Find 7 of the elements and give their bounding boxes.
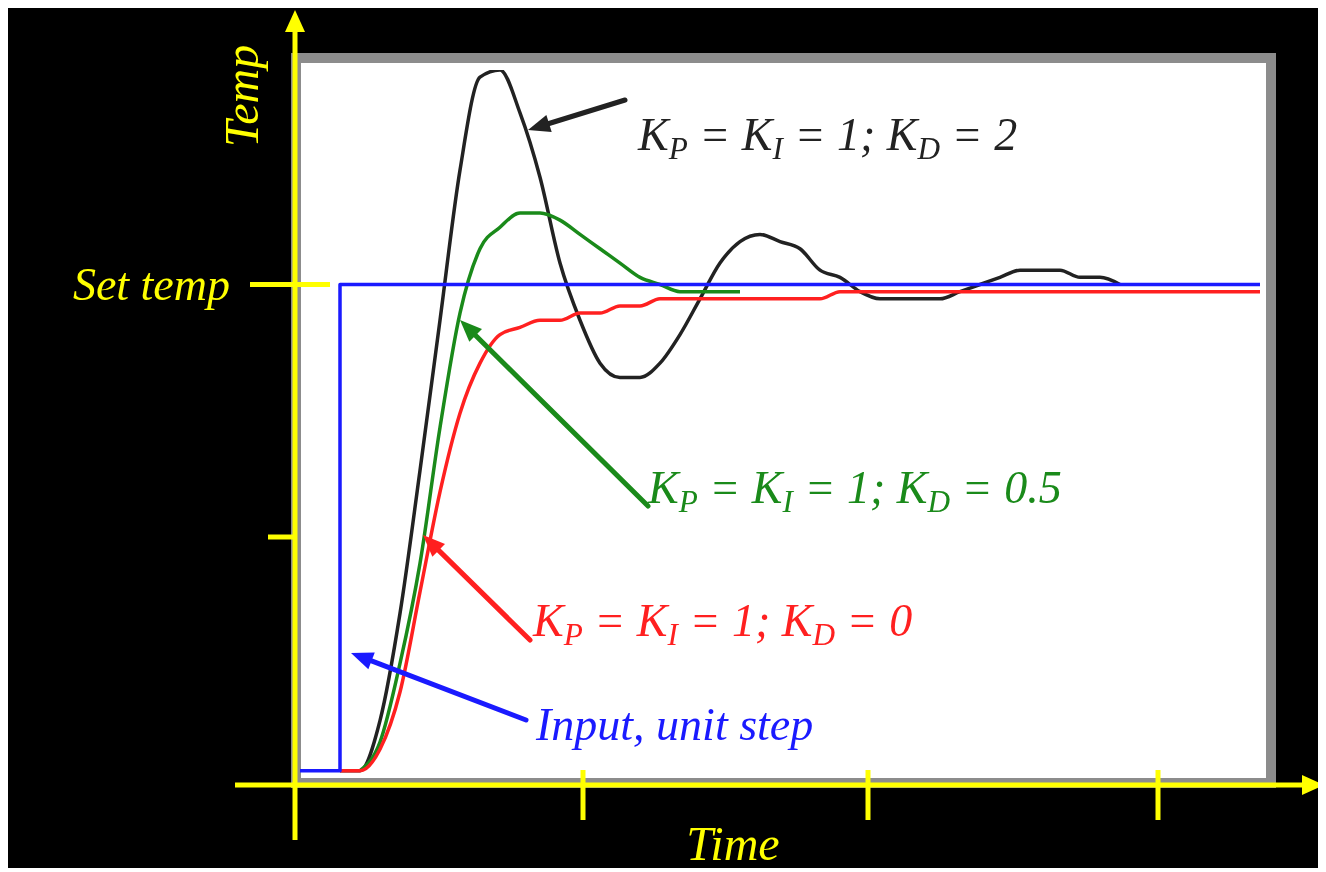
text: Input, unit step bbox=[535, 699, 814, 750]
text: Set temp bbox=[72, 258, 230, 310]
text: K$_{P}$ = K$_{I}$ = 1; K$_{D}$ = 0.5 bbox=[647, 462, 1062, 520]
legend-label: K$_{P}$ = K$_{I}$ = 1; K$_{D}$ = 0 bbox=[532, 595, 913, 653]
legend-label: K$_{P}$ = K$_{I}$ = 1; K$_{D}$ = 2 bbox=[637, 109, 1018, 167]
y-axis-title: Temp bbox=[215, 44, 268, 148]
x-axis-title: Time bbox=[686, 817, 780, 870]
